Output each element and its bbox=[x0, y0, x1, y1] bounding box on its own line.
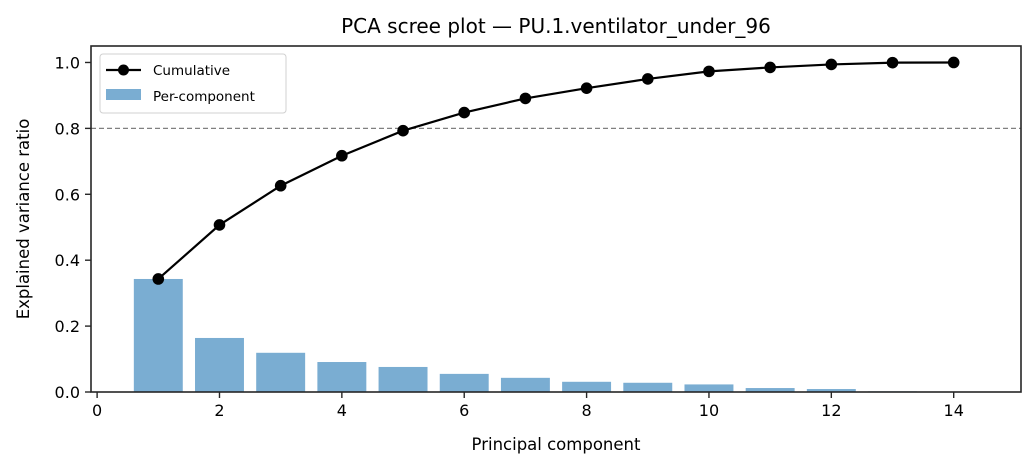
cumulative-point-pc-14 bbox=[947, 56, 960, 69]
legend-frame bbox=[99, 53, 287, 114]
legend-item-per-component: Per-component bbox=[106, 89, 255, 105]
bar-pc-5 bbox=[378, 366, 428, 392]
bar-pc-10 bbox=[684, 384, 734, 392]
x-tick-label: 2 bbox=[214, 401, 224, 420]
cumulative-point-pc-13 bbox=[886, 56, 899, 69]
y-tick-label: 0.4 bbox=[55, 251, 80, 270]
bar-pc-6 bbox=[439, 373, 489, 392]
y-tick-label: 0.0 bbox=[55, 383, 80, 402]
chart-title: PCA scree plot — PU.1.ventilator_under_9… bbox=[341, 14, 771, 38]
y-axis-label: Explained variance ratio bbox=[14, 119, 33, 320]
bar-pc-12 bbox=[806, 389, 856, 392]
x-tick-label: 10 bbox=[699, 401, 719, 420]
legend-label-per-component: Per-component bbox=[153, 89, 255, 105]
legend-label-cumulative: Cumulative bbox=[153, 63, 230, 79]
y-tick-label: 0.8 bbox=[55, 119, 80, 138]
cumulative-point-pc-2 bbox=[213, 219, 226, 231]
x-axis-ticks: 0 2 4 6 8 10 12 14 bbox=[92, 392, 964, 420]
bar-pc-9 bbox=[623, 382, 673, 392]
cumulative-markers bbox=[152, 56, 960, 285]
x-tick-label: 14 bbox=[944, 401, 964, 420]
plot-area bbox=[91, 56, 1021, 392]
bar-pc-8 bbox=[562, 381, 612, 392]
cumulative-point-pc-6 bbox=[458, 106, 471, 119]
per-component-bars bbox=[133, 278, 979, 392]
bar-pc-1 bbox=[133, 278, 183, 392]
y-tick-label: 0.2 bbox=[55, 317, 80, 336]
legend-item-cumulative: Cumulative bbox=[106, 63, 230, 79]
cumulative-point-pc-11 bbox=[764, 61, 776, 74]
axes-frame: 0 2 4 6 8 10 12 14 0.0 0.2 0.4 0.6 0.8 1.0 bbox=[55, 45, 1022, 420]
x-axis-label: Principal component bbox=[472, 435, 641, 454]
cumulative-line bbox=[157, 61, 954, 280]
legend-marker-icon bbox=[118, 64, 129, 76]
legend: Cumulative Per-component bbox=[99, 53, 287, 114]
bar-pc-7 bbox=[500, 377, 550, 392]
x-tick-label: 6 bbox=[459, 401, 469, 420]
x-tick-label: 4 bbox=[337, 401, 347, 420]
bar-pc-4 bbox=[317, 362, 367, 392]
cumulative-point-pc-4 bbox=[336, 149, 348, 162]
cumulative-point-pc-10 bbox=[703, 65, 715, 78]
cumulative-point-pc-1 bbox=[152, 273, 165, 285]
bar-pc-3 bbox=[256, 352, 306, 392]
y-tick-label: 1.0 bbox=[55, 53, 80, 72]
cumulative-point-pc-12 bbox=[825, 58, 838, 71]
cumulative-point-pc-7 bbox=[519, 92, 532, 105]
bar-pc-2 bbox=[195, 337, 244, 392]
x-tick-label: 12 bbox=[821, 401, 841, 420]
cumulative-point-pc-9 bbox=[641, 73, 654, 85]
bar-pc-11 bbox=[745, 388, 795, 392]
axes-spines bbox=[90, 45, 1022, 393]
cumulative-point-pc-3 bbox=[274, 179, 287, 192]
cumulative-point-pc-5 bbox=[397, 124, 409, 137]
x-tick-label: 0 bbox=[92, 401, 102, 420]
legend-patch-icon bbox=[106, 89, 141, 100]
y-tick-label: 0.6 bbox=[55, 185, 80, 204]
cumulative-point-pc-8 bbox=[580, 82, 593, 94]
x-tick-label: 8 bbox=[581, 401, 591, 420]
y-axis-ticks: 0.0 0.2 0.4 0.6 0.8 1.0 bbox=[55, 53, 91, 402]
